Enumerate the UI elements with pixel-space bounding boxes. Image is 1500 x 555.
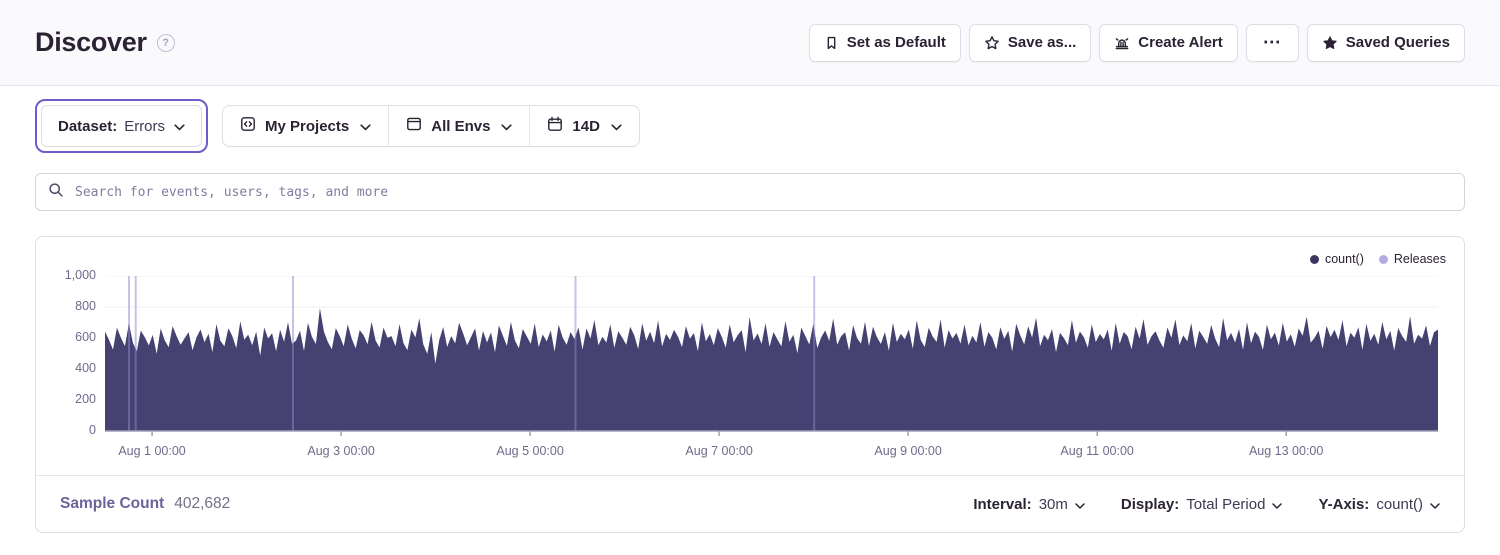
y-axis-selector[interactable]: Y-Axis: count(): [1318, 496, 1440, 513]
count-area-series: [105, 308, 1438, 431]
environment-filter[interactable]: All Envs: [388, 106, 529, 146]
chevron-down-icon: [611, 118, 622, 135]
sample-count-label: Sample Count: [60, 495, 165, 512]
page-filter-bar: My Projects All Envs: [222, 105, 640, 147]
filter-row: Dataset: Errors My Projects: [0, 86, 1500, 153]
y-axis-value: count(): [1376, 495, 1423, 513]
search-input[interactable]: [73, 183, 1452, 201]
dataset-focus-ring: Dataset: Errors: [35, 99, 209, 153]
star-outline-icon: [984, 35, 1000, 51]
y-axis-label: Y-Axis:: [1318, 495, 1370, 513]
display-selector[interactable]: Display: Total Period: [1121, 496, 1283, 513]
x-axis-tick-label: Aug 5 00:00: [496, 444, 564, 458]
saved-queries-label: Saved Queries: [1345, 34, 1450, 51]
legend-dot-icon: [1309, 254, 1319, 264]
chevron-down-icon: [360, 118, 371, 135]
window-icon: [406, 116, 422, 136]
interval-selector[interactable]: Interval: 30m: [973, 496, 1085, 513]
calendar-icon: [547, 116, 563, 136]
chevron-down-icon: [1430, 496, 1440, 513]
projects-icon: [240, 116, 256, 136]
events-chart-card: count() Releases 0 200 400 600 800 1,000 Aug 1…: [35, 236, 1465, 533]
display-value: Total Period: [1186, 495, 1266, 513]
page-title: Discover: [35, 27, 147, 57]
star-filled-icon: [1322, 35, 1338, 51]
saved-queries-button[interactable]: Saved Queries: [1306, 23, 1465, 62]
chart-controls: Interval: 30m Display: Total Period Y-Ax…: [973, 496, 1440, 513]
legend-item[interactable]: Releases: [1378, 252, 1446, 266]
chevron-down-icon: [174, 118, 185, 135]
dataset-label: Dataset:: [58, 117, 118, 135]
project-filter-label: My Projects: [265, 117, 350, 135]
display-label: Display:: [1120, 495, 1180, 513]
chart-legend: count() Releases: [1309, 252, 1446, 266]
create-alert-button[interactable]: Create Alert: [1099, 23, 1238, 62]
project-filter[interactable]: My Projects: [223, 106, 388, 146]
chevron-down-icon: [1075, 496, 1085, 513]
interval-value: 30m: [1038, 495, 1068, 513]
create-alert-label: Create Alert: [1138, 34, 1223, 51]
siren-icon: [1114, 35, 1130, 51]
y-axis-tick-label: 1,000: [64, 268, 96, 282]
date-range-label: 14D: [572, 117, 600, 135]
date-range-filter[interactable]: 14D: [529, 106, 639, 146]
more-options-button[interactable]: ⋯: [1245, 23, 1299, 62]
save-as-button[interactable]: Save as...: [968, 23, 1092, 62]
sample-count: Sample Count 402,682: [60, 495, 230, 513]
title-wrap: Discover ?: [35, 27, 175, 58]
x-axis-tick-label: Aug 13 00:00: [1248, 444, 1324, 458]
set-as-default-label: Set as Default: [846, 34, 946, 51]
x-axis-tick-label: Aug 9 00:00: [874, 444, 942, 458]
chevron-down-icon: [501, 118, 513, 135]
chart-card-footer: Sample Count 402,682 Interval: 30m Displ…: [36, 475, 1464, 532]
legend-item[interactable]: count(): [1309, 252, 1364, 266]
errors-chart-svg[interactable]: [105, 276, 1438, 439]
dataset-selector[interactable]: Dataset: Errors: [41, 105, 203, 147]
legend-label: Releases: [1393, 252, 1446, 266]
save-as-label: Save as...: [1007, 34, 1077, 51]
environment-filter-label: All Envs: [431, 117, 491, 135]
set-as-default-button[interactable]: Set as Default: [808, 23, 961, 62]
search-row: [0, 153, 1500, 211]
legend-label: count(): [1324, 252, 1364, 266]
chevron-down-icon: [1272, 496, 1283, 513]
y-axis-tick-label: 200: [75, 392, 96, 406]
legend-dot-icon: [1378, 254, 1388, 264]
search-box: [35, 173, 1465, 211]
help-icon[interactable]: ?: [156, 33, 175, 52]
y-axis-tick-label: 400: [75, 361, 96, 375]
y-axis-tick-label: 0: [89, 423, 96, 437]
y-axis-tick-label: 800: [75, 299, 96, 313]
header-actions: Set as Default Save as... Create Alert ⋯: [808, 23, 1465, 62]
page-header: Discover ? Set as Default Save as...: [0, 0, 1500, 86]
ellipsis-icon: ⋯: [1262, 32, 1282, 52]
x-axis-tick-label: Aug 1 00:00: [118, 444, 186, 458]
x-axis-tick-label: Aug 7 00:00: [685, 444, 753, 458]
y-axis-tick-label: 600: [75, 330, 96, 344]
search-icon: [48, 182, 64, 203]
bookmark-icon: [824, 35, 839, 51]
sample-count-value: 402,682: [174, 495, 231, 512]
x-axis-tick-label: Aug 11 00:00: [1060, 444, 1134, 458]
interval-label: Interval:: [973, 495, 1032, 513]
x-axis-tick-label: Aug 3 00:00: [307, 444, 375, 458]
dataset-value: Errors: [124, 117, 166, 135]
